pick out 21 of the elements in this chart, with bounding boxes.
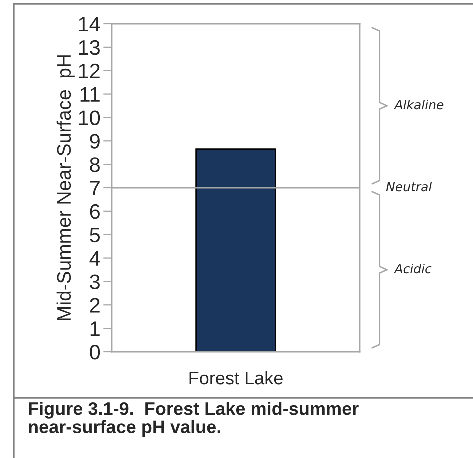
y-tick-label: 10 [79,110,100,126]
y-tick-label: 3 [90,274,100,290]
y-tick-label: 1 [90,322,100,336]
y-tick-label: 14 [79,17,100,32]
y-tick-label: 7 [90,181,100,196]
ref-line-label: Neutral [386,182,432,192]
y-tick-label: 9 [90,134,100,149]
y-tick-label: 0 [90,345,100,360]
text: Alkaline [394,100,444,110]
y-tick-label: 8 [90,158,100,172]
x-tick-label: Forest Lake [190,371,283,385]
y-tick-label: 2 [90,298,100,313]
text: Acidic [394,264,432,274]
y-tick-label: 6 [90,204,100,220]
y-tick-label: 12 [79,64,100,78]
y-tick-label: 5 [90,228,100,243]
y-axis-title: Mid-Summer Near-Surface pH [56,56,75,320]
y-tick-label: 11 [80,88,100,102]
y-tick-label: 4 [90,252,100,266]
caption: Figure 3.1-9. Forest Lake mid-summer near-surface pH value. [29,402,359,438]
y-tick-label: 13 [79,40,100,56]
